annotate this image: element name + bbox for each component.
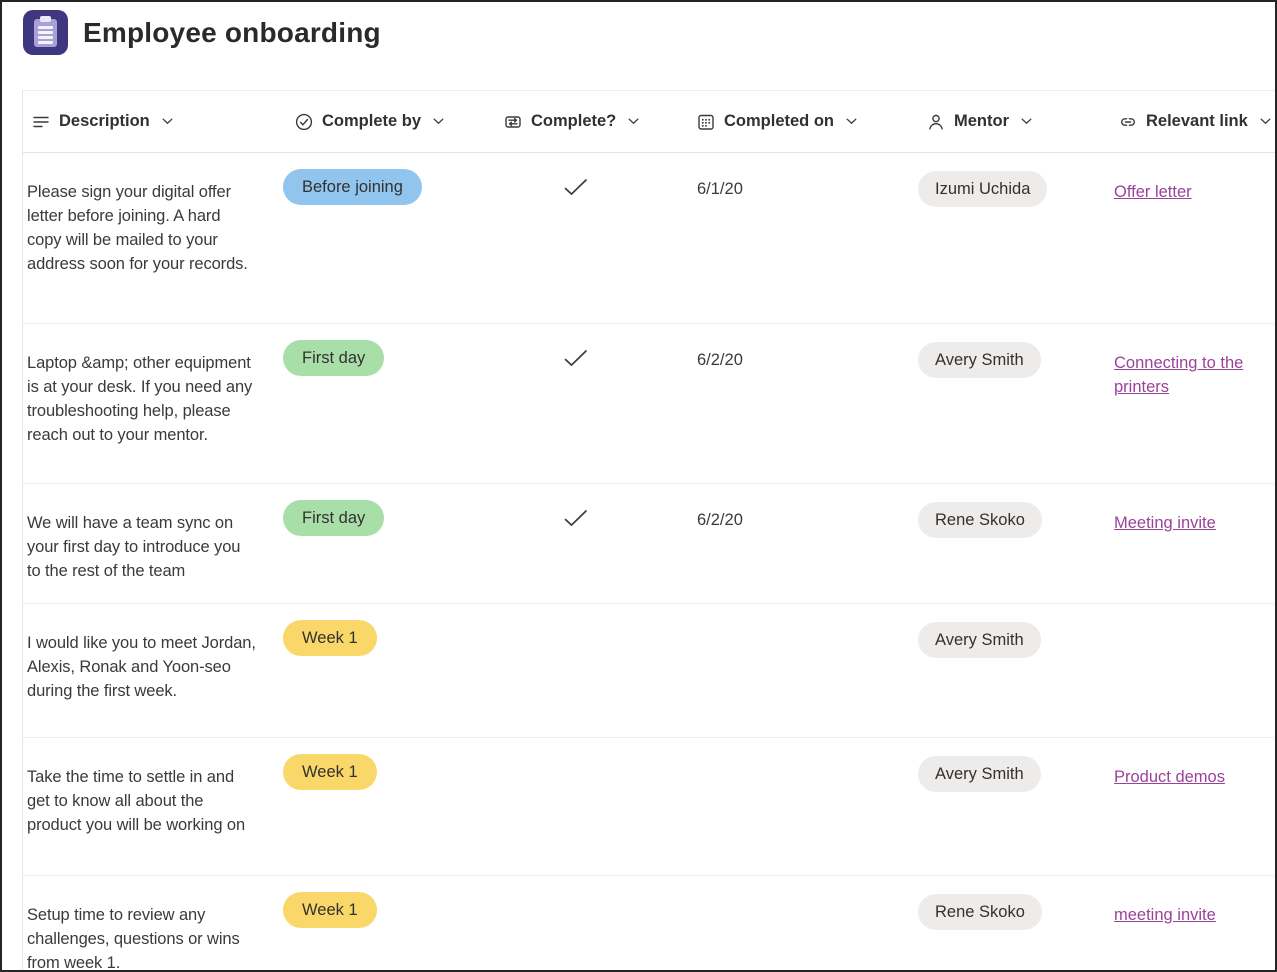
column-header-relevant-link[interactable]: Relevant link	[1111, 91, 1275, 152]
column-label: Completed on	[724, 112, 834, 130]
column-label: Relevant link	[1146, 112, 1248, 130]
complete-cell	[501, 484, 691, 533]
description-cell: Setup time to review any challenges, que…	[27, 906, 240, 972]
table-row[interactable]: Laptop &amp; other equipment is at your …	[23, 324, 1275, 484]
description-cell: Laptop &amp; other equipment is at your …	[27, 354, 253, 444]
complete-by-cell: Week 1	[283, 738, 501, 790]
relevant-link-cell: Offer letter	[1111, 153, 1275, 224]
column-label: Description	[59, 112, 150, 130]
relevant-link[interactable]: Product demos	[1114, 768, 1225, 786]
table-row[interactable]: Take the time to settle in and get to kn…	[23, 738, 1275, 876]
mentor-pill: Rene Skoko	[918, 502, 1042, 538]
complete-cell	[501, 604, 691, 628]
complete-cell	[501, 153, 691, 202]
completed-on-cell: 6/1/20	[697, 180, 743, 198]
relevant-link[interactable]: Connecting to the printers	[1114, 354, 1244, 396]
text-lines-icon	[33, 116, 49, 127]
table-row[interactable]: I would like you to meet Jordan, Alexis,…	[23, 604, 1275, 738]
complete-by-pill: Week 1	[283, 754, 377, 790]
completed-on-cell	[691, 604, 917, 631]
relevant-link[interactable]: Meeting invite	[1114, 514, 1216, 532]
mentor-cell: Avery Smith	[917, 604, 1111, 658]
page-title: Employee onboarding	[83, 17, 381, 48]
description-cell: Please sign your digital offer letter be…	[27, 183, 248, 273]
table-header-row: Description Complete by Complete? Comple…	[23, 91, 1275, 153]
complete-by-pill: Before joining	[283, 169, 422, 205]
complete-cell	[501, 738, 691, 762]
calendar-icon	[698, 114, 714, 130]
relevant-link-cell: Connecting to the printers	[1111, 324, 1275, 419]
column-header-mentor[interactable]: Mentor	[917, 91, 1111, 152]
link-icon	[1121, 117, 1135, 126]
chevron-down-icon	[628, 118, 639, 125]
description-cell: Take the time to settle in and get to kn…	[27, 768, 246, 834]
completed-on-cell	[691, 738, 917, 765]
complete-by-cell: Before joining	[283, 153, 501, 205]
circle-check-icon	[295, 113, 313, 130]
relevant-link-cell: Meeting invite	[1111, 484, 1275, 555]
check-icon	[564, 350, 587, 367]
relevant-link[interactable]: Offer letter	[1114, 183, 1192, 201]
mentor-pill: Izumi Uchida	[918, 171, 1048, 207]
complete-by-cell: Week 1	[283, 876, 501, 928]
list-table: Description Complete by Complete? Comple…	[22, 90, 1275, 972]
column-header-completed-on[interactable]: Completed on	[691, 91, 917, 152]
relevant-link-cell: meeting invite	[1111, 876, 1275, 947]
complete-cell	[501, 876, 691, 900]
complete-by-cell: First day	[283, 484, 501, 536]
mentor-pill: Avery Smith	[918, 756, 1041, 792]
chevron-down-icon	[1021, 118, 1032, 125]
boolean-icon	[505, 115, 521, 128]
completed-on-cell: 6/2/20	[697, 351, 743, 369]
chevron-down-icon	[433, 118, 444, 125]
complete-by-pill: First day	[283, 500, 385, 536]
mentor-pill: Avery Smith	[918, 622, 1041, 658]
column-label: Mentor	[954, 112, 1009, 130]
description-cell: We will have a team sync on your first d…	[27, 514, 241, 580]
completed-on-cell	[691, 876, 917, 903]
app-header: Employee onboarding	[2, 2, 1275, 90]
relevant-link[interactable]: meeting invite	[1114, 906, 1216, 924]
clipboard-icon	[23, 10, 68, 55]
complete-by-cell: Week 1	[283, 604, 501, 656]
completed-on-cell: 6/2/20	[697, 511, 743, 529]
chevron-down-icon	[162, 118, 173, 125]
relevant-link-cell	[1111, 604, 1275, 651]
column-label: Complete by	[322, 112, 422, 130]
mentor-cell: Izumi Uchida	[917, 153, 1111, 207]
mentor-cell: Rene Skoko	[917, 876, 1111, 930]
complete-cell	[501, 324, 691, 373]
mentor-cell: Avery Smith	[917, 324, 1111, 378]
column-header-description[interactable]: Description	[23, 91, 283, 152]
table-row[interactable]: Setup time to review any challenges, que…	[23, 876, 1275, 972]
relevant-link-cell: Product demos	[1111, 738, 1275, 809]
column-header-complete[interactable]: Complete?	[501, 91, 691, 152]
mentor-cell: Rene Skoko	[917, 484, 1111, 538]
mentor-cell: Avery Smith	[917, 738, 1111, 792]
complete-by-pill: First day	[283, 340, 385, 376]
table-row[interactable]: Please sign your digital offer letter be…	[23, 153, 1275, 324]
check-icon	[564, 179, 587, 196]
chevron-down-icon	[846, 118, 857, 125]
table-row[interactable]: We will have a team sync on your first d…	[23, 484, 1275, 604]
column-label: Complete?	[531, 112, 617, 130]
description-cell: I would like you to meet Jordan, Alexis,…	[27, 634, 256, 700]
mentor-pill: Avery Smith	[918, 342, 1041, 378]
person-icon	[929, 114, 943, 129]
column-header-complete-by[interactable]: Complete by	[283, 91, 501, 152]
mentor-pill: Rene Skoko	[918, 894, 1042, 930]
complete-by-pill: Week 1	[283, 620, 377, 656]
complete-by-cell: First day	[283, 324, 501, 376]
check-icon	[564, 510, 587, 527]
chevron-down-icon	[1260, 118, 1271, 125]
complete-by-pill: Week 1	[283, 892, 377, 928]
